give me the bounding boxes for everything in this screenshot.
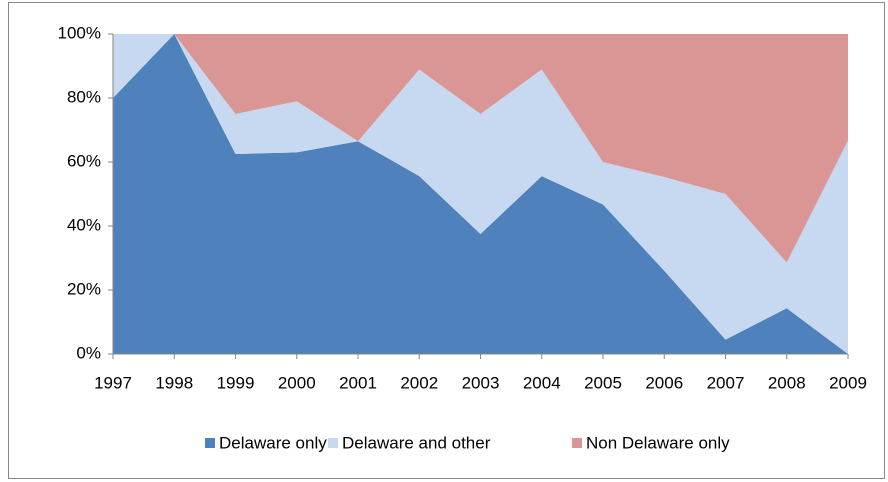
x-tick-label: 2008 bbox=[768, 373, 806, 392]
y-tick-label: 0% bbox=[76, 343, 101, 362]
x-tick-label: 2004 bbox=[523, 373, 561, 392]
x-tick-label: 2000 bbox=[278, 373, 316, 392]
legend-label: Delaware only bbox=[219, 433, 327, 452]
y-tick-label: 20% bbox=[67, 279, 101, 298]
x-tick-label: 2005 bbox=[584, 373, 622, 392]
legend-swatch bbox=[328, 438, 338, 448]
x-tick-label: 1997 bbox=[94, 373, 132, 392]
legend-label: Delaware and other bbox=[342, 433, 491, 452]
x-tick-label: 2007 bbox=[707, 373, 745, 392]
x-tick-label: 2009 bbox=[829, 373, 867, 392]
y-tick-label: 60% bbox=[67, 151, 101, 170]
legend-swatch bbox=[572, 438, 582, 448]
y-tick-label: 80% bbox=[67, 87, 101, 106]
area bbox=[113, 34, 848, 263]
area bbox=[113, 34, 848, 354]
x-tick-label: 2006 bbox=[645, 373, 683, 392]
x-tick-label: 1998 bbox=[155, 373, 193, 392]
area bbox=[113, 34, 848, 354]
x-tick-label: 2003 bbox=[462, 373, 500, 392]
y-tick-label: 40% bbox=[67, 215, 101, 234]
y-tick-label: 100% bbox=[58, 23, 101, 42]
legend-swatch bbox=[205, 438, 215, 448]
x-tick-label: 2002 bbox=[400, 373, 438, 392]
legend-label: Non Delaware only bbox=[586, 433, 730, 452]
x-tick-label: 2001 bbox=[339, 373, 377, 392]
x-tick-label: 1999 bbox=[217, 373, 255, 392]
